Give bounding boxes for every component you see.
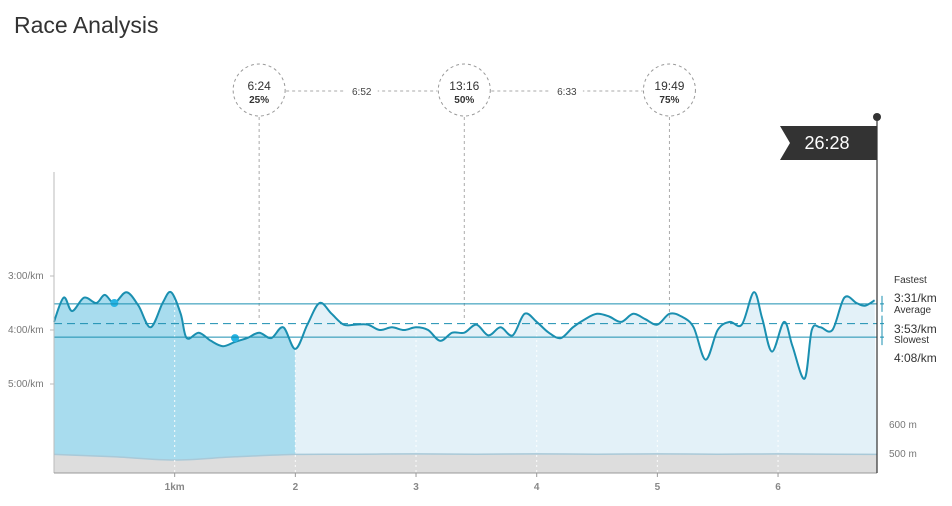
- split-percent-1: 25%: [249, 95, 269, 106]
- split-markers: 6:24 25% 13:16 50% 19:49 75% 6:52 6:33: [232, 63, 696, 320]
- reference-name-average: Average: [894, 305, 932, 316]
- reference-bracket-average: [880, 315, 884, 332]
- reference-name-fastest: Fastest: [894, 275, 927, 286]
- split-interval-bg-1: [345, 84, 378, 98]
- split-percent-2: 50%: [454, 95, 474, 106]
- split-interval-1: 6:52: [352, 87, 372, 98]
- chart-area-fills: [54, 291, 877, 473]
- km-tick-label-2: 2: [293, 482, 299, 493]
- reference-bracket-fastest: [880, 295, 884, 312]
- elevation-area: [54, 453, 877, 473]
- reference-value-slowest: 4:08/km: [894, 351, 937, 365]
- finish-flag-banner[interactable]: [780, 126, 877, 160]
- reference-bracket-slowest: [880, 329, 884, 346]
- elevation-tick-label-1: 600 m: [889, 420, 917, 431]
- split-time-1: 6:24: [247, 79, 271, 93]
- km-tick-label-5: 5: [655, 482, 661, 493]
- elevation-tick-label-2: 500 m: [889, 449, 917, 460]
- pace-line-layer: [53, 290, 876, 380]
- elevation-line: [53, 453, 878, 461]
- chart-gridlines: [174, 300, 779, 473]
- km-tick-label-6: 6: [775, 482, 781, 493]
- split-percent-3: 75%: [659, 95, 679, 106]
- finish-time-label: 26:28: [804, 133, 849, 153]
- pace-marker-2[interactable]: [231, 334, 240, 343]
- split-circle-1[interactable]: [232, 63, 286, 117]
- pace-line: [53, 290, 876, 380]
- reference-value-average: 3:53/km: [894, 322, 937, 336]
- reference-value-fastest: 3:31/km: [894, 291, 937, 305]
- km-tick-label-1: 1km: [165, 482, 185, 493]
- pace-marker-1[interactable]: [110, 299, 119, 307]
- km-tick-label-4: 4: [534, 482, 540, 493]
- finish-pole-top: [873, 113, 881, 121]
- elevation-profile: [53, 453, 878, 473]
- split-circle-3[interactable]: [642, 63, 696, 117]
- split-time-2: 13:16: [449, 79, 479, 93]
- split-interval-bg-2: [550, 84, 583, 98]
- chart-axes: 3:00/km 4:00/km 5:00/km 600 m 500 m 1km 2 3 4 5 6: [8, 120, 917, 493]
- split-time-3: 19:49: [654, 79, 684, 93]
- split-interval-2: 6:33: [557, 87, 577, 98]
- pace-tick-label-3: 5:00/km: [8, 379, 44, 390]
- reference-name-slowest: Slowest: [894, 335, 929, 346]
- split-circle-2[interactable]: [437, 63, 491, 117]
- pace-tick-label-2: 4:00/km: [8, 325, 44, 336]
- km-tick-label-3: 3: [413, 482, 419, 493]
- pace-tick-label-1: 3:00/km: [8, 271, 44, 282]
- finish-flag[interactable]: 26:28: [780, 113, 881, 160]
- page-title: Race Analysis: [14, 12, 159, 38]
